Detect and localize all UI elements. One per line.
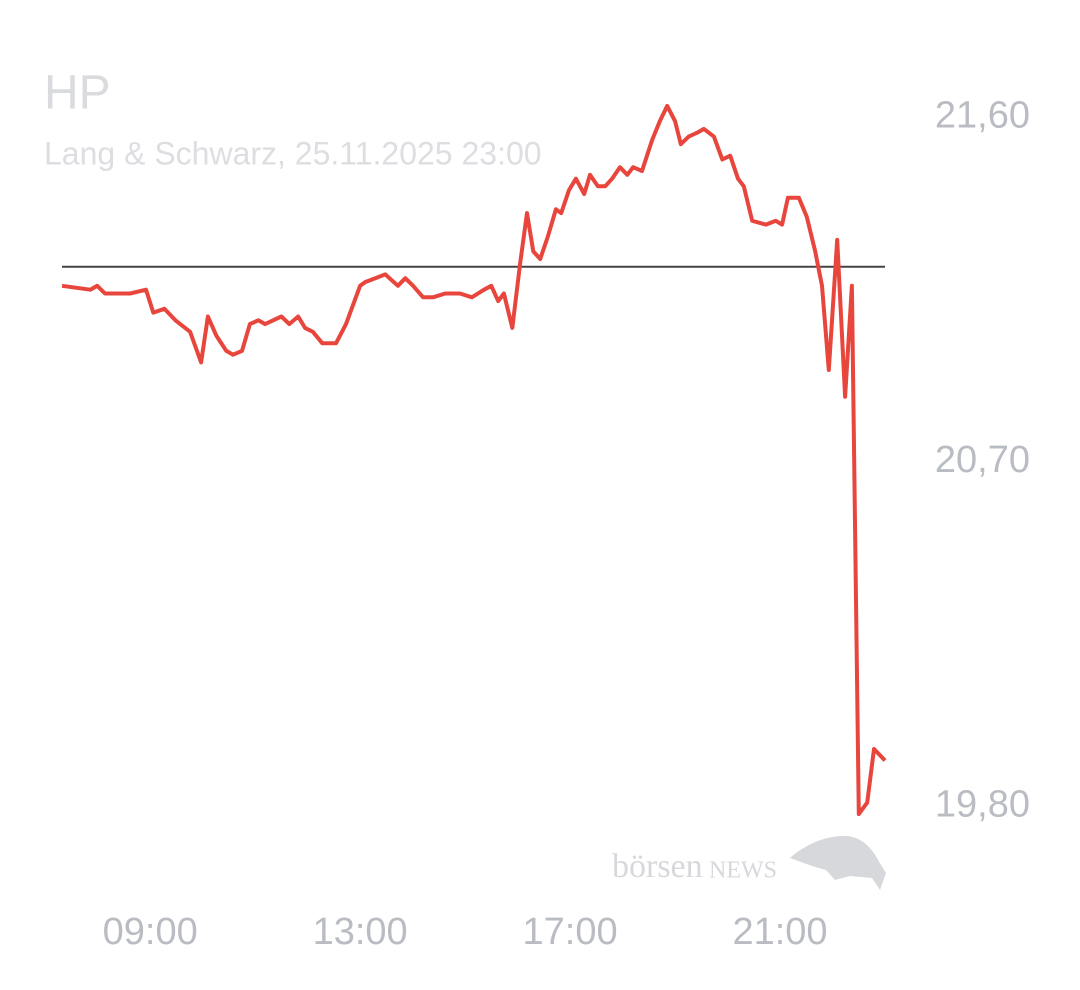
watermark-left: börsen	[612, 848, 703, 885]
watermark: börsen NEWS	[612, 835, 886, 890]
watermark-right: NEWS	[709, 858, 777, 884]
chart-title: HP	[44, 67, 111, 120]
x-tick-label: 13:00	[313, 911, 408, 953]
x-tick-label: 09:00	[103, 911, 198, 953]
x-tick-label: 17:00	[523, 911, 618, 953]
y-tick-label: 21,60	[935, 94, 1030, 136]
x-tick-label: 21:00	[732, 911, 827, 953]
y-tick-label: 20,70	[935, 439, 1030, 481]
chart-subtitle: Lang & Schwarz, 25.11.2025 23:00	[44, 135, 542, 171]
y-tick-label: 19,80	[935, 783, 1030, 825]
bull-icon	[790, 835, 886, 890]
price-line	[61, 103, 887, 817]
